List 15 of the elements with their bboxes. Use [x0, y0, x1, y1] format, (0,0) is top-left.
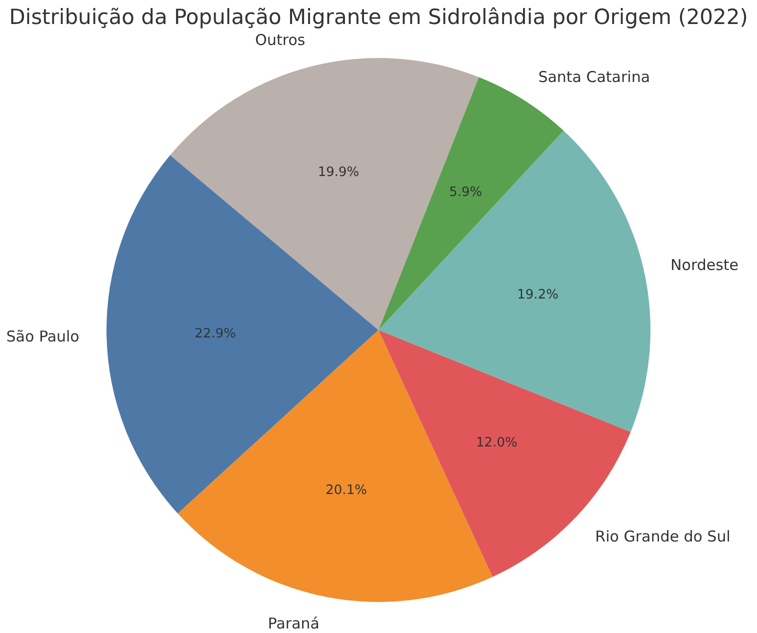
pie-slice: [106, 155, 378, 514]
pie-slice: [378, 130, 650, 432]
data-label: 19.2%: [517, 288, 558, 303]
slice-label: Paraná: [268, 614, 320, 632]
data-label: 5.9%: [449, 184, 482, 200]
slice-label: Outros: [255, 30, 306, 49]
data-label: 19.9%: [318, 164, 360, 180]
slice-label: Santa Catarina: [538, 68, 650, 86]
slice-label: Rio Grande do Sul: [595, 527, 730, 546]
slice-label: Nordeste: [670, 256, 739, 274]
data-label: 20.1%: [326, 482, 367, 498]
data-label: 12.0%: [476, 436, 518, 451]
chart-title: Distribuição da População Migrante em Sidrolândia por Origem (2022): [9, 5, 748, 29]
data-label: 22.9%: [194, 326, 236, 342]
slice-label: São Paulo: [6, 327, 80, 346]
